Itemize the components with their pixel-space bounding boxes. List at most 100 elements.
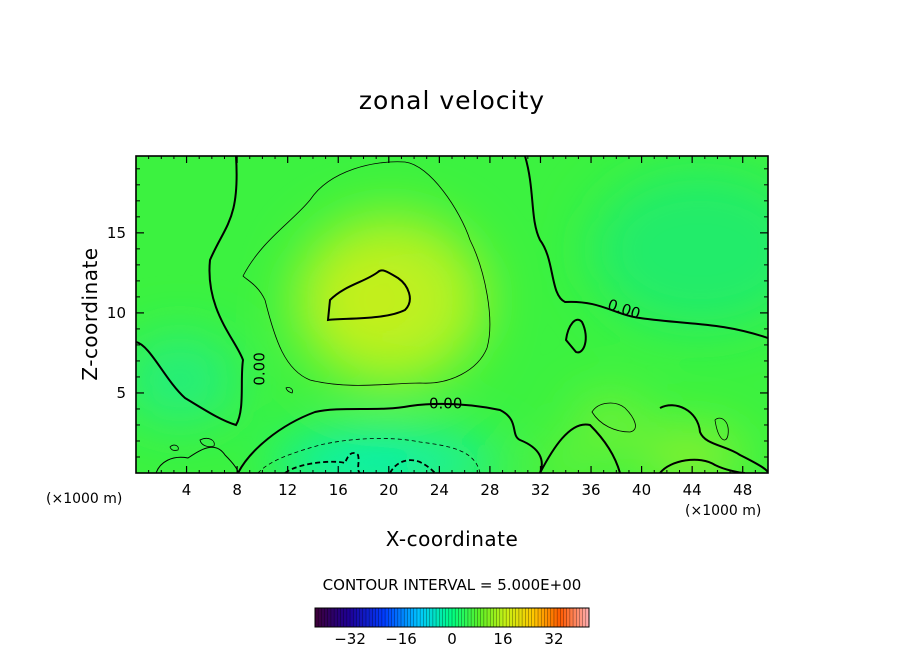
colorbar-cell (531, 608, 536, 627)
contour-bottom-right (539, 423, 621, 473)
colorbar-cell (538, 608, 542, 627)
colorbar-cell (528, 608, 533, 627)
colorbar-cell (394, 608, 399, 627)
colorbar-cell (407, 608, 411, 627)
contour-label: 0.00 (250, 352, 268, 385)
colorbar-cell (432, 608, 437, 627)
colorbar-cell (541, 608, 545, 627)
colorbar-cell (340, 608, 345, 627)
colorbar-cell (362, 608, 367, 627)
colorbar-cell (318, 608, 322, 627)
x-tick-label: 40 (632, 481, 651, 499)
colorbar-cell (560, 608, 564, 627)
colorbar-cell (423, 608, 427, 627)
colorbar-cell (324, 608, 329, 627)
contour-interval-label: CONTOUR INTERVAL = 5.000E+00 (322, 576, 582, 594)
zero-contour-low (237, 402, 543, 473)
colorbar-cell (490, 608, 494, 627)
contour-bottom-right-2 (659, 458, 746, 473)
colorbar-cell (467, 608, 472, 627)
colorbar-cell (353, 608, 357, 627)
chart-title: zonal velocity (358, 86, 546, 115)
colorbar-cell (416, 608, 421, 627)
colorbar-cell (499, 608, 504, 627)
thin-contour-bl (199, 438, 215, 448)
x-axis-label: X-coordinate (385, 527, 519, 551)
colorbar-cell (474, 608, 478, 627)
colorbar-cell (381, 608, 386, 627)
colorbar-tick-label: −16 (385, 630, 417, 648)
colorbar-cell (346, 608, 351, 627)
colorbar-cell (420, 608, 424, 627)
x-tick-label: 32 (531, 481, 550, 499)
x-tick-label: 24 (430, 481, 449, 499)
colorbar-cell (569, 608, 574, 627)
colorbar-cell (471, 608, 475, 627)
x-tick-label: 4 (182, 481, 192, 499)
x-tick-label: 36 (581, 481, 600, 499)
colorbar-cell (404, 608, 408, 627)
contour-label: 0.00 (429, 395, 462, 413)
colorbar-tick-label: 0 (447, 630, 457, 648)
colorbar-cell (544, 608, 548, 627)
colorbar-cell (391, 608, 396, 627)
field-fill (136, 156, 768, 473)
colorbar-cell (518, 608, 523, 627)
zero-contour-left (136, 156, 245, 427)
x-tick-label: 12 (278, 481, 297, 499)
colorbar-cell (356, 608, 361, 627)
colorbar-cell (426, 608, 431, 627)
contour-bottom-left (155, 446, 239, 473)
colorbar-cell (359, 608, 364, 627)
colorbar-cell (509, 608, 513, 627)
thin-contour-tiny (285, 387, 293, 394)
colorbar-cell (327, 608, 332, 627)
colorbar-cell (525, 608, 529, 627)
y-tick-label: 15 (107, 224, 126, 242)
colorbar-cell (369, 608, 373, 627)
colorbar-cell (330, 608, 335, 627)
colorbar-cell (372, 608, 376, 627)
colorbar-cell (585, 608, 590, 627)
colorbar-cell (401, 608, 405, 627)
contour-lines (136, 156, 768, 473)
colorbar-cell (321, 608, 325, 627)
y-tick-label: 10 (107, 304, 126, 322)
colorbar-cell (337, 608, 341, 627)
colorbar-cell (576, 608, 580, 627)
colorbar-cell (506, 608, 510, 627)
colorbar-cell (385, 608, 389, 627)
colorbar-cell (464, 608, 469, 627)
thin-contour-bl-2 (169, 444, 179, 451)
x-tick-label: 28 (480, 481, 499, 499)
colorbar-cell (496, 608, 501, 627)
colorbar: −32 −16 0 16 32 (314, 607, 590, 648)
zero-contour-right (524, 156, 768, 339)
colorbar-cell (388, 608, 392, 627)
colorbar-cell (480, 608, 485, 627)
colorbar-cell (534, 608, 539, 627)
colorbar-cell (439, 608, 443, 627)
y-axis-ticks: 5 10 15 (107, 168, 768, 458)
x-tick-label: 8 (232, 481, 242, 499)
x-axis-ticks: 4 8 12 16 20 24 28 32 36 40 44 48 (148, 156, 756, 499)
colorbar-cell (477, 608, 482, 627)
colorbar-cell (350, 608, 354, 627)
closed-contour-small (564, 318, 587, 354)
colorbar-cell (522, 608, 526, 627)
x-tick-label: 20 (379, 481, 398, 499)
colorbar-cell (343, 608, 348, 627)
colorbar-cell (547, 608, 552, 627)
colorbar-cell (487, 608, 491, 627)
colorbar-tick-label: 16 (493, 630, 512, 648)
colorbar-cell (566, 608, 571, 627)
colorbar-cell (445, 608, 450, 627)
colorbar-cell (461, 608, 466, 627)
x-axis-unit-left: (×1000 m) (46, 491, 123, 507)
colorbar-cell (515, 608, 520, 627)
thin-contour-right (591, 402, 636, 433)
colorbar-cell (458, 608, 462, 627)
colorbar-cell (553, 608, 558, 627)
colorbar-cell (429, 608, 434, 627)
